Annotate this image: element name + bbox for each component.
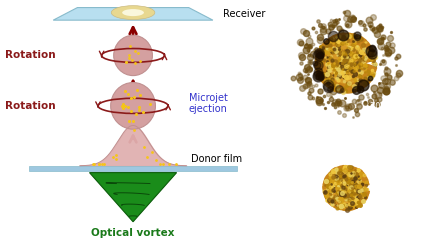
Ellipse shape xyxy=(122,9,144,16)
Bar xyxy=(29,166,237,171)
Polygon shape xyxy=(331,173,361,203)
Ellipse shape xyxy=(111,6,155,19)
Text: 20 μm: 20 μm xyxy=(370,102,396,111)
Polygon shape xyxy=(90,173,177,222)
Text: Rotation: Rotation xyxy=(5,50,56,60)
Polygon shape xyxy=(323,166,369,211)
Polygon shape xyxy=(326,43,366,83)
Ellipse shape xyxy=(114,35,152,76)
Text: Rotation: Rotation xyxy=(5,101,56,111)
Polygon shape xyxy=(315,33,376,93)
Polygon shape xyxy=(53,8,213,20)
Text: 20 μm: 20 μm xyxy=(370,227,396,236)
Text: Optical vortex: Optical vortex xyxy=(91,228,175,238)
Text: Receiver: Receiver xyxy=(223,9,265,19)
Ellipse shape xyxy=(111,82,155,129)
Text: Donor film: Donor film xyxy=(191,154,242,164)
Text: Microjet
ejection: Microjet ejection xyxy=(189,92,228,114)
